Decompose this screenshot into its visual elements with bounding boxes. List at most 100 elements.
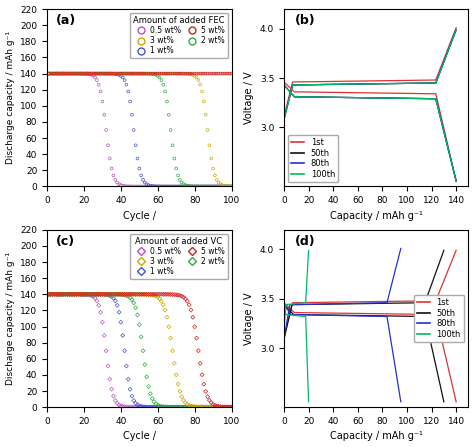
Point xyxy=(71,291,79,298)
Point xyxy=(76,70,84,77)
Point xyxy=(109,70,117,77)
Point xyxy=(69,291,77,298)
Point xyxy=(185,404,193,411)
Point xyxy=(148,70,156,77)
Point xyxy=(171,360,178,367)
Point xyxy=(137,70,145,77)
Point xyxy=(183,70,191,77)
Point xyxy=(130,70,137,77)
Point xyxy=(136,165,143,172)
Point xyxy=(200,98,208,105)
Point xyxy=(109,70,117,77)
Point xyxy=(88,70,95,77)
Point xyxy=(228,404,235,411)
Point xyxy=(90,72,97,80)
Point xyxy=(88,291,95,298)
Point xyxy=(65,70,73,77)
Point xyxy=(219,183,226,190)
Point xyxy=(148,183,156,190)
Point xyxy=(130,70,137,77)
Point xyxy=(67,291,75,298)
Point xyxy=(108,70,116,77)
Point xyxy=(100,70,108,77)
Point xyxy=(111,70,119,77)
Point xyxy=(99,291,106,298)
Point xyxy=(73,291,81,298)
Point xyxy=(178,179,185,186)
Point xyxy=(194,76,202,84)
Point xyxy=(198,183,206,190)
Point xyxy=(111,297,119,304)
Point xyxy=(193,404,201,411)
Point xyxy=(69,291,77,298)
Point xyxy=(152,71,160,78)
Point xyxy=(56,70,64,77)
Point xyxy=(146,70,154,77)
Point xyxy=(163,404,171,411)
Point xyxy=(226,404,234,411)
Point xyxy=(74,70,82,77)
Point xyxy=(215,404,222,411)
Point xyxy=(154,401,162,409)
Point xyxy=(88,71,95,78)
Point xyxy=(49,70,56,77)
Point xyxy=(119,70,127,77)
Point xyxy=(56,291,64,298)
Point xyxy=(228,70,235,77)
Point xyxy=(139,347,147,354)
Point xyxy=(97,88,104,95)
Point xyxy=(198,404,206,411)
Point xyxy=(174,172,182,179)
Point xyxy=(78,70,86,77)
Point xyxy=(91,70,99,77)
Point xyxy=(200,183,208,190)
Point xyxy=(182,295,189,302)
Point xyxy=(108,291,116,298)
Point xyxy=(169,347,176,354)
Point xyxy=(148,182,156,190)
Point xyxy=(158,76,165,84)
Point xyxy=(187,183,195,190)
Point xyxy=(86,291,93,298)
Point xyxy=(64,70,71,77)
Point xyxy=(62,291,69,298)
Point xyxy=(60,291,67,298)
Point xyxy=(111,291,119,298)
Point xyxy=(80,70,88,77)
Point xyxy=(152,183,160,190)
Point xyxy=(126,70,134,77)
Point xyxy=(86,71,93,78)
Point xyxy=(47,70,55,77)
Point xyxy=(173,404,180,411)
Point xyxy=(178,404,185,411)
Point xyxy=(143,404,150,411)
Point xyxy=(53,291,60,298)
Point xyxy=(53,70,60,77)
Point xyxy=(183,183,191,190)
Point xyxy=(137,70,145,77)
Point xyxy=(108,70,116,77)
Point xyxy=(109,70,117,77)
Point xyxy=(159,404,167,411)
Point xyxy=(139,291,147,298)
Point xyxy=(182,404,189,411)
Point xyxy=(137,70,145,77)
Point xyxy=(119,74,127,81)
Point xyxy=(95,70,102,77)
Point xyxy=(71,291,79,298)
Point xyxy=(200,70,208,77)
Point xyxy=(213,183,220,190)
Point xyxy=(143,291,150,298)
Point xyxy=(99,70,106,77)
Point xyxy=(193,404,201,411)
Point xyxy=(217,404,224,411)
Point xyxy=(115,70,123,77)
Point xyxy=(117,291,125,298)
Point xyxy=(169,183,176,190)
Point xyxy=(76,291,84,298)
Point xyxy=(74,291,82,298)
Point xyxy=(45,70,53,77)
Point xyxy=(206,70,213,77)
Point xyxy=(219,404,226,411)
Point xyxy=(210,70,217,77)
